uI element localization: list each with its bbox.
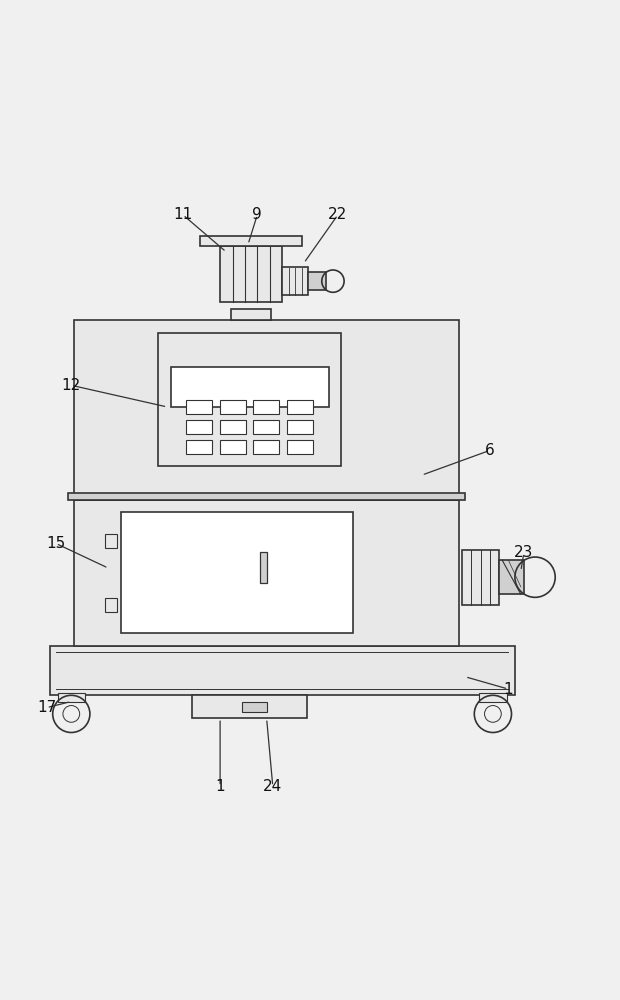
Bar bbox=[462, 550, 499, 605]
Bar bbox=[50, 646, 515, 695]
Text: 17: 17 bbox=[37, 700, 56, 715]
Bar bbox=[105, 534, 117, 548]
Bar bbox=[105, 598, 117, 612]
Text: 23: 23 bbox=[514, 545, 534, 560]
Bar bbox=[219, 400, 246, 414]
Bar bbox=[158, 333, 341, 466]
Text: 11: 11 bbox=[173, 207, 193, 222]
Bar bbox=[499, 560, 524, 594]
Bar bbox=[282, 267, 308, 295]
Text: 1: 1 bbox=[215, 779, 225, 794]
Text: 12: 12 bbox=[61, 378, 81, 393]
Bar bbox=[253, 400, 279, 414]
Bar bbox=[192, 695, 307, 718]
Text: 1: 1 bbox=[503, 682, 513, 697]
Text: 22: 22 bbox=[328, 207, 348, 222]
Bar bbox=[260, 552, 267, 583]
Bar bbox=[186, 400, 212, 414]
Text: 9: 9 bbox=[252, 207, 262, 222]
Text: 15: 15 bbox=[46, 536, 66, 551]
Bar bbox=[58, 693, 85, 702]
Bar bbox=[186, 440, 212, 454]
Bar bbox=[220, 246, 282, 302]
Bar bbox=[200, 236, 303, 246]
Text: 24: 24 bbox=[263, 779, 283, 794]
Bar bbox=[286, 420, 313, 434]
Bar bbox=[219, 420, 246, 434]
Text: 6: 6 bbox=[485, 443, 495, 458]
Bar bbox=[286, 440, 313, 454]
Bar bbox=[253, 440, 279, 454]
Bar bbox=[286, 400, 313, 414]
Bar bbox=[170, 367, 329, 407]
Bar bbox=[231, 309, 272, 320]
Bar bbox=[121, 512, 353, 633]
Bar bbox=[186, 420, 212, 434]
Bar bbox=[219, 440, 246, 454]
Bar bbox=[68, 493, 465, 500]
Bar bbox=[74, 500, 459, 646]
Bar bbox=[74, 320, 459, 500]
Bar bbox=[479, 693, 507, 702]
Bar bbox=[253, 420, 279, 434]
Bar bbox=[308, 272, 326, 290]
Bar bbox=[242, 702, 267, 712]
